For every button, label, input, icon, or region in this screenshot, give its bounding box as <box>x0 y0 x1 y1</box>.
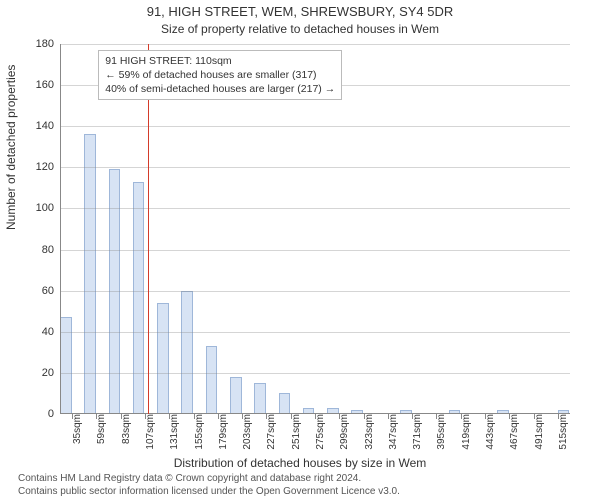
x-tick-label: 371sqm <box>412 414 423 450</box>
histogram-bar <box>133 182 145 414</box>
x-tick-label: 443sqm <box>485 414 496 450</box>
y-tick-label: 180 <box>36 38 60 50</box>
grid-line <box>60 167 570 168</box>
x-tick-label: 227sqm <box>266 414 277 450</box>
histogram-bar <box>181 291 193 414</box>
x-tick-label: 467sqm <box>509 414 520 450</box>
page-subtitle: Size of property relative to detached ho… <box>0 22 600 36</box>
y-tick-label: 140 <box>36 120 60 132</box>
y-tick-label: 120 <box>36 161 60 173</box>
y-tick-label: 20 <box>42 367 60 379</box>
x-tick-label: 83sqm <box>121 414 132 444</box>
grid-line <box>60 291 570 292</box>
plot-area: 020406080100120140160180 35sqm59sqm83sqm… <box>60 44 570 414</box>
y-tick-label: 100 <box>36 202 60 214</box>
annotation-box: 91 HIGH STREET: 110sqm← 59% of detached … <box>98 50 342 101</box>
grid-line <box>60 208 570 209</box>
grid-line <box>60 126 570 127</box>
x-tick-label: 179sqm <box>218 414 229 450</box>
x-tick-label: 419sqm <box>461 414 472 450</box>
y-tick-label: 0 <box>48 408 60 420</box>
x-tick-label: 299sqm <box>339 414 350 450</box>
histogram-bar <box>254 383 266 414</box>
histogram-bar <box>206 346 218 414</box>
y-axis <box>60 44 61 414</box>
y-axis-label: Number of detached properties <box>4 65 18 230</box>
grid-line <box>60 373 570 374</box>
x-tick-label: 395sqm <box>436 414 447 450</box>
caption: Contains HM Land Registry data © Crown c… <box>18 473 400 498</box>
y-tick-label: 80 <box>42 244 60 256</box>
x-tick-label: 491sqm <box>534 414 545 450</box>
grid-line <box>60 250 570 251</box>
grid-line <box>60 332 570 333</box>
x-tick-label: 203sqm <box>242 414 253 450</box>
x-tick-label: 275sqm <box>315 414 326 450</box>
y-tick-label: 60 <box>42 285 60 297</box>
x-tick-label: 59sqm <box>96 414 107 444</box>
histogram-bar <box>279 393 291 414</box>
page-title: 91, HIGH STREET, WEM, SHREWSBURY, SY4 5D… <box>0 4 600 19</box>
annotation-line: 40% of semi-detached houses are larger (… <box>105 82 335 96</box>
x-tick-label: 107sqm <box>145 414 156 450</box>
caption-line-2: Contains public sector information licen… <box>18 486 400 499</box>
grid-line <box>60 44 570 45</box>
caption-line-1: Contains HM Land Registry data © Crown c… <box>18 473 400 486</box>
x-tick-label: 323sqm <box>364 414 375 450</box>
x-tick-label: 131sqm <box>169 414 180 450</box>
x-tick-label: 35sqm <box>72 414 83 444</box>
histogram-bar <box>109 169 121 414</box>
x-tick-label: 155sqm <box>194 414 205 450</box>
x-tick-label: 251sqm <box>291 414 302 450</box>
x-tick-label: 347sqm <box>388 414 399 450</box>
y-tick-label: 160 <box>36 79 60 91</box>
x-tick-label: 515sqm <box>558 414 569 450</box>
histogram-bar <box>230 377 242 414</box>
annotation-line: 91 HIGH STREET: 110sqm <box>105 54 335 68</box>
annotation-line: ← 59% of detached houses are smaller (31… <box>105 68 335 82</box>
x-axis-label: Distribution of detached houses by size … <box>0 456 600 470</box>
histogram-bar <box>157 303 169 414</box>
y-tick-label: 40 <box>42 326 60 338</box>
